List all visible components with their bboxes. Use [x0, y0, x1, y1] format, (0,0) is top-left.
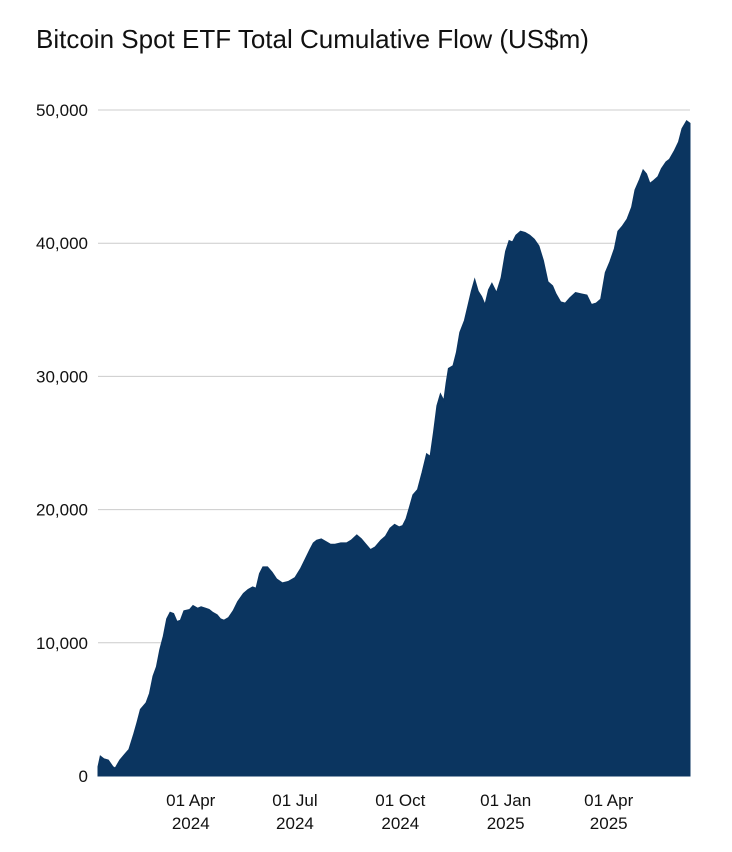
y-tick-label: 30,000	[36, 367, 88, 386]
y-tick-label: 0	[79, 767, 88, 786]
x-tick-label-year: 2025	[487, 814, 525, 833]
y-tick-label: 40,000	[36, 234, 88, 253]
chart-title: Bitcoin Spot ETF Total Cumulative Flow (…	[36, 24, 589, 54]
area-series	[97, 119, 691, 777]
x-tick-label-date: 01 Oct	[375, 791, 425, 810]
y-tick-label: 10,000	[36, 634, 88, 653]
x-tick-label-year: 2025	[590, 814, 628, 833]
y-tick-label: 20,000	[36, 501, 88, 520]
cumulative-flow-area	[97, 119, 691, 777]
x-tick-label-date: 01 Apr	[166, 791, 215, 810]
x-tick-label-date: 01 Jul	[272, 791, 317, 810]
y-axis-ticks: 0 10,000 20,000 30,000 40,000 50,000	[36, 101, 88, 786]
x-tick-label-date: 01 Jan	[480, 791, 531, 810]
x-axis-ticks: 01 Apr 2024 01 Jul 2024 01 Oct 2024 01 Jan 2025…	[166, 791, 633, 833]
x-tick-label-year: 2024	[381, 814, 419, 833]
x-tick-label-date: 01 Apr	[584, 791, 633, 810]
x-tick-label-year: 2024	[172, 814, 210, 833]
x-tick-label-year: 2024	[276, 814, 314, 833]
y-tick-label: 50,000	[36, 101, 88, 120]
